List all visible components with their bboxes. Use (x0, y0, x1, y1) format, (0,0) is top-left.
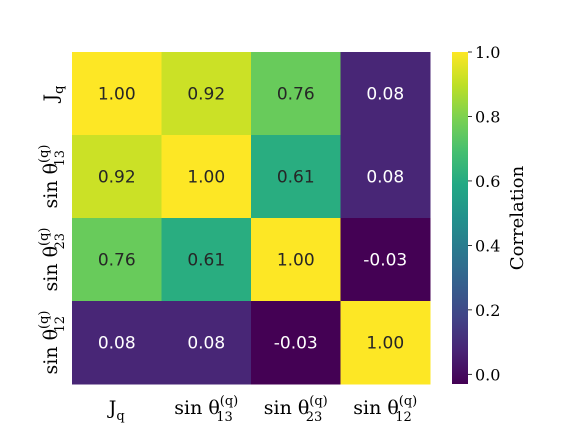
heatmap-cell (340, 135, 431, 219)
column-label: sin θ(q) 13 (174, 394, 238, 425)
column-label: sin θ(q) 12 (353, 394, 417, 425)
colorbar-tick-label: 0.8 (475, 107, 500, 126)
row-labels: Jq sin θ(q)13 sin θ(q)23 sin θ(q)12 (37, 86, 68, 375)
cell-value-label: 1.00 (98, 85, 136, 105)
cell-value-label: 0.76 (98, 251, 136, 271)
svg-text:sin θ(q)23: sin θ(q)23 (264, 394, 328, 425)
colorbar-tick-label: 0.2 (475, 301, 500, 320)
heatmap-cell (72, 218, 162, 302)
column-label: Jq (107, 397, 125, 424)
svg-text:Jq: Jq (40, 86, 67, 104)
cell-value-label: 0.61 (277, 168, 315, 188)
heatmap-cell (72, 301, 162, 385)
heatmap-cell (161, 301, 252, 385)
colorbar-label: Correlation (507, 165, 528, 270)
cell-value-label: -0.03 (363, 251, 407, 271)
svg-text:Jq: Jq (107, 397, 125, 424)
cell-value-label: 0.08 (98, 334, 136, 354)
cell-value-label: 1.00 (187, 168, 225, 188)
cell-value-label: 0.92 (98, 168, 136, 188)
heatmap-cell (340, 218, 431, 302)
heatmap-cell (72, 135, 162, 219)
svg-text:sin θ(q)12: sin θ(q)12 (353, 394, 417, 425)
column-label: sin θ(q) 23 (264, 394, 328, 425)
colorbar-tick-label: 1.0 (475, 43, 500, 62)
heatmap-cells: 1.00 0.92 0.76 0.08 0.92 1.00 0.61 0.08 0.76 0.61… (72, 52, 431, 385)
cell-value-label: 0.92 (187, 85, 225, 105)
heatmap-cell (72, 52, 162, 136)
row-label: sin θ(q)12 (37, 310, 68, 374)
column-labels: Jq sin θ(q) 13 sin θ(q) 23 sin θ(q) 12 (107, 394, 417, 425)
heatmap-cell (251, 301, 341, 385)
colorbar-tick-label: 0.6 (475, 172, 500, 191)
svg-text:sin θ(q)13: sin θ(q)13 (174, 394, 238, 425)
heatmap-cell (251, 135, 341, 219)
heatmap-cell (251, 218, 341, 302)
cell-value-label: 0.08 (366, 168, 404, 188)
colorbar-tick-label: 0.4 (475, 236, 500, 255)
heatmap-cell (161, 52, 252, 136)
row-label: sin θ(q)13 (37, 144, 68, 208)
cell-value-label: 0.08 (366, 85, 404, 105)
cell-value-label: 0.76 (277, 85, 315, 105)
colorbar-ticks: 0.0 0.2 0.4 0.6 0.8 1.0 (468, 43, 500, 384)
heatmap-cell (161, 135, 252, 219)
heatmap-cell (161, 218, 252, 302)
svg-text:sin θ(q)12: sin θ(q)12 (37, 310, 68, 374)
colorbar-gradient (452, 52, 468, 384)
colorbar-tick-label: 0.0 (475, 365, 500, 384)
cell-value-label: -0.03 (274, 334, 318, 354)
heatmap-cell (340, 301, 431, 385)
cell-value-label: 0.08 (187, 334, 225, 354)
svg-text:sin θ(q)13: sin θ(q)13 (37, 144, 68, 208)
colorbar: 0.0 0.2 0.4 0.6 0.8 1.0 Correlation (452, 43, 528, 384)
cell-value-label: 1.00 (277, 251, 315, 271)
heatmap-cell (251, 52, 341, 136)
cell-value-label: 1.00 (366, 334, 404, 354)
heatmap-cell (340, 52, 431, 136)
svg-text:sin θ(q)23: sin θ(q)23 (37, 227, 68, 291)
row-label: Jq (40, 86, 67, 104)
cell-value-label: 0.61 (187, 251, 225, 271)
row-label: sin θ(q)23 (37, 227, 68, 291)
